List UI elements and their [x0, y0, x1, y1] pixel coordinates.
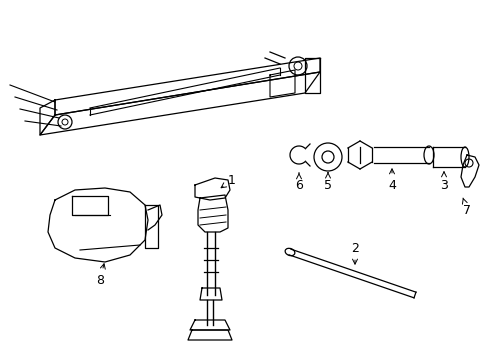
Text: 1: 1 [221, 174, 235, 188]
Text: 4: 4 [387, 169, 395, 192]
Text: 5: 5 [324, 173, 331, 192]
Text: 8: 8 [96, 264, 105, 287]
Text: 2: 2 [350, 242, 358, 264]
Text: 6: 6 [294, 173, 303, 192]
Text: 3: 3 [439, 172, 447, 192]
Text: 7: 7 [462, 198, 470, 216]
